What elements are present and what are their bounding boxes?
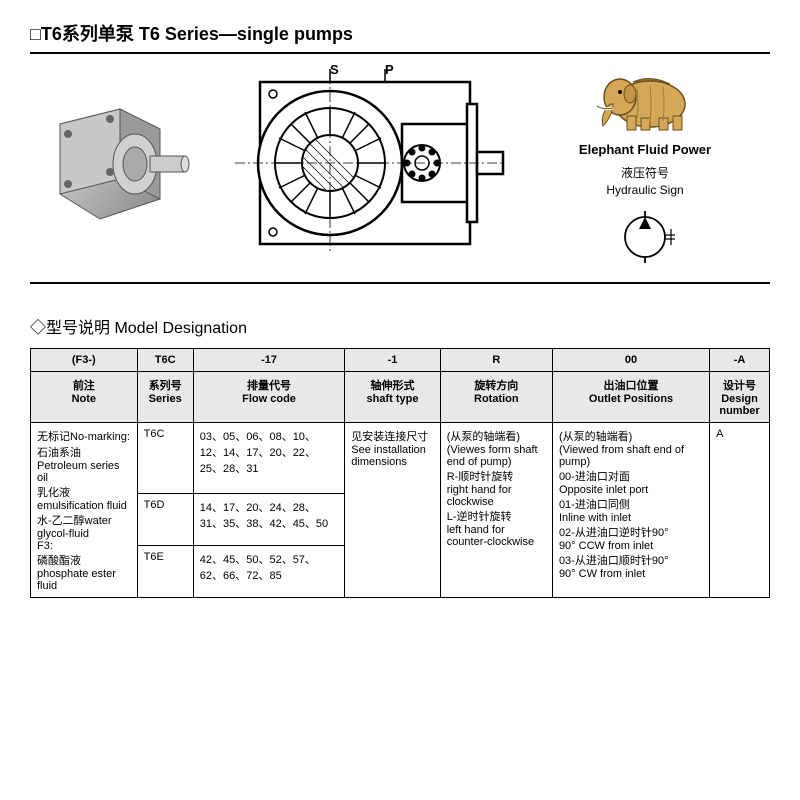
elephant-logo: [585, 64, 705, 134]
hydraulic-sign-icon: [615, 207, 675, 267]
hdr-t6c: T6C: [137, 348, 193, 371]
model-designation-title: ◇型号说明 Model Designation: [30, 314, 770, 338]
hdr-f3: (F3-): [31, 348, 138, 371]
sub-note: 前注Note: [31, 371, 138, 422]
top-figure-row: S P: [30, 64, 770, 284]
sub-series: 系列号Series: [137, 371, 193, 422]
sub-design: 设计号Design number: [710, 371, 770, 422]
cell-rotation: (从泵的轴端看)(Viewes form shaft end of pump)R…: [440, 422, 552, 597]
sub-outlet: 出油口位置Outlet Positions: [552, 371, 709, 422]
port-s-label: S: [330, 62, 339, 77]
cell-design: A: [710, 422, 770, 597]
cell-series-t6e: T6E: [137, 545, 193, 597]
cell-note: 无标记No-marking:石油系油Petroleum series oil乳化…: [31, 422, 138, 597]
brand-column: Elephant Fluid Power 液压符号 Hydraulic Sign: [520, 64, 770, 267]
sub-shaft: 轴伸形式shaft type: [345, 371, 440, 422]
brand-name: Elephant Fluid Power: [579, 142, 711, 157]
cell-series-t6c: T6C: [137, 422, 193, 493]
hdr-00: 00: [552, 348, 709, 371]
cell-flow-t6c: 03、05、06、08、10、12、14、17、20、22、25、28、31: [193, 422, 345, 493]
hdr-1: -1: [345, 348, 440, 371]
cell-outlet: (从泵的轴端看)(Viewed from shaft end of pump)0…: [552, 422, 709, 597]
page-title: □T6系列单泵 T6 Series—single pumps: [30, 20, 770, 54]
hdr-a: -A: [710, 348, 770, 371]
hdr-r: R: [440, 348, 552, 371]
model-designation-table: (F3-) T6C -17 -1 R 00 -A 前注Note 系列号Serie…: [30, 348, 770, 598]
port-p-label: P: [385, 62, 394, 77]
sub-flow: 排量代号Flow code: [193, 371, 345, 422]
sub-rotation: 旋转方向Rotation: [440, 371, 552, 422]
cross-section-drawing: S P: [215, 64, 505, 259]
cell-series-t6d: T6D: [137, 493, 193, 545]
hdr-17: -17: [193, 348, 345, 371]
cell-flow-t6d: 14、17、20、24、28、31、35、38、42、45、50: [193, 493, 345, 545]
cell-flow-t6e: 42、45、50、52、57、62、66、72、85: [193, 545, 345, 597]
pump-photo: [30, 84, 200, 234]
hydraulic-sign-label: 液压符号 Hydraulic Sign: [606, 165, 683, 199]
cell-shaft: 见安装连接尺寸See installation dimensions: [345, 422, 440, 597]
